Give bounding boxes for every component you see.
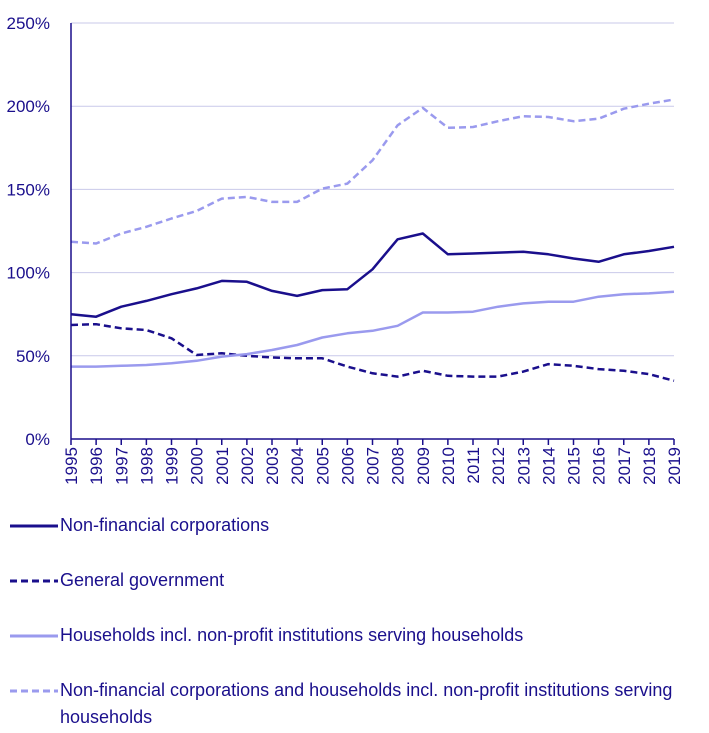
series-line-3 (70, 98, 675, 245)
series-line-1 (70, 322, 675, 383)
x-tick-label: 2010 (439, 447, 458, 485)
x-tick-label: 2016 (590, 447, 609, 485)
x-tick-label: 2018 (640, 447, 659, 485)
y-tick-label: 150% (7, 180, 50, 199)
y-axis-ticks: 0% 50% 100% 150% 200% 250% (7, 14, 50, 449)
x-tick-label: 2014 (539, 447, 558, 485)
legend-swatch-solid-dark (10, 512, 60, 532)
x-tick-label: 2017 (615, 447, 634, 485)
legend-swatch-dashed-light (10, 677, 60, 697)
x-tick-label: 2001 (213, 447, 232, 485)
axes (70, 23, 674, 440)
x-tick-label: 2007 (364, 447, 383, 485)
x-tick-label: 2005 (313, 447, 332, 485)
x-tick-label: 1997 (112, 447, 131, 485)
y-tick-label: 200% (7, 97, 50, 116)
x-axis-ticks: 1995 1996 1997 1998 1999 2000 2001 2002 2003 2004… (62, 439, 684, 485)
series-lines (70, 98, 675, 383)
x-tick-label: 2009 (414, 447, 433, 485)
legend-swatch-solid-light (10, 622, 60, 642)
x-tick-label: 2019 (665, 447, 684, 485)
x-tick-label: 2002 (238, 447, 257, 485)
line-chart: 0%50%100%150%200%250% 1995 1996 1997 1998 19… (7, 14, 684, 485)
x-tick-label: 2000 (188, 447, 207, 485)
x-tick-label: 1996 (87, 447, 106, 485)
legend-item-general-government: General government (10, 567, 224, 594)
x-tick-label: 2006 (338, 447, 357, 485)
x-tick-label: 1995 (62, 447, 81, 485)
x-tick-label: 2003 (263, 447, 282, 485)
y-tick-label: 100% (7, 264, 50, 283)
x-tick-label: 2004 (288, 447, 307, 485)
legend-label: General government (60, 570, 225, 590)
x-tick-label: 2008 (389, 447, 408, 485)
x-tick-label: 2012 (489, 447, 508, 485)
legend-swatch-dashed-dark (10, 567, 60, 587)
x-tick-label: 1999 (163, 447, 182, 485)
x-tick-label: 2013 (514, 447, 533, 485)
legend-item-households: Households incl. non-profit institutions… (10, 622, 523, 649)
y-tick-label: 0% (25, 430, 50, 449)
legend-label: Non-financial corporations and household… (60, 680, 673, 727)
series-line-2 (71, 290, 675, 368)
legend-label: Households incl. non-profit institutions… (60, 625, 524, 645)
y-tick-label: 250% (7, 14, 50, 33)
x-tick-label: 2015 (565, 447, 584, 485)
x-tick-label: 1998 (137, 447, 156, 485)
legend-label: Non-financial corporations (60, 515, 270, 535)
series-line-0 (70, 232, 675, 318)
legend-item-corporations-and-households: Non-financial corporations and household… (10, 677, 700, 731)
legend-item-nonfinancial-corporations: Non-financial corporations (10, 512, 269, 539)
gridlines (71, 22, 674, 357)
x-tick-label: 2011 (464, 447, 483, 484)
y-tick-label: 50% (16, 347, 50, 366)
